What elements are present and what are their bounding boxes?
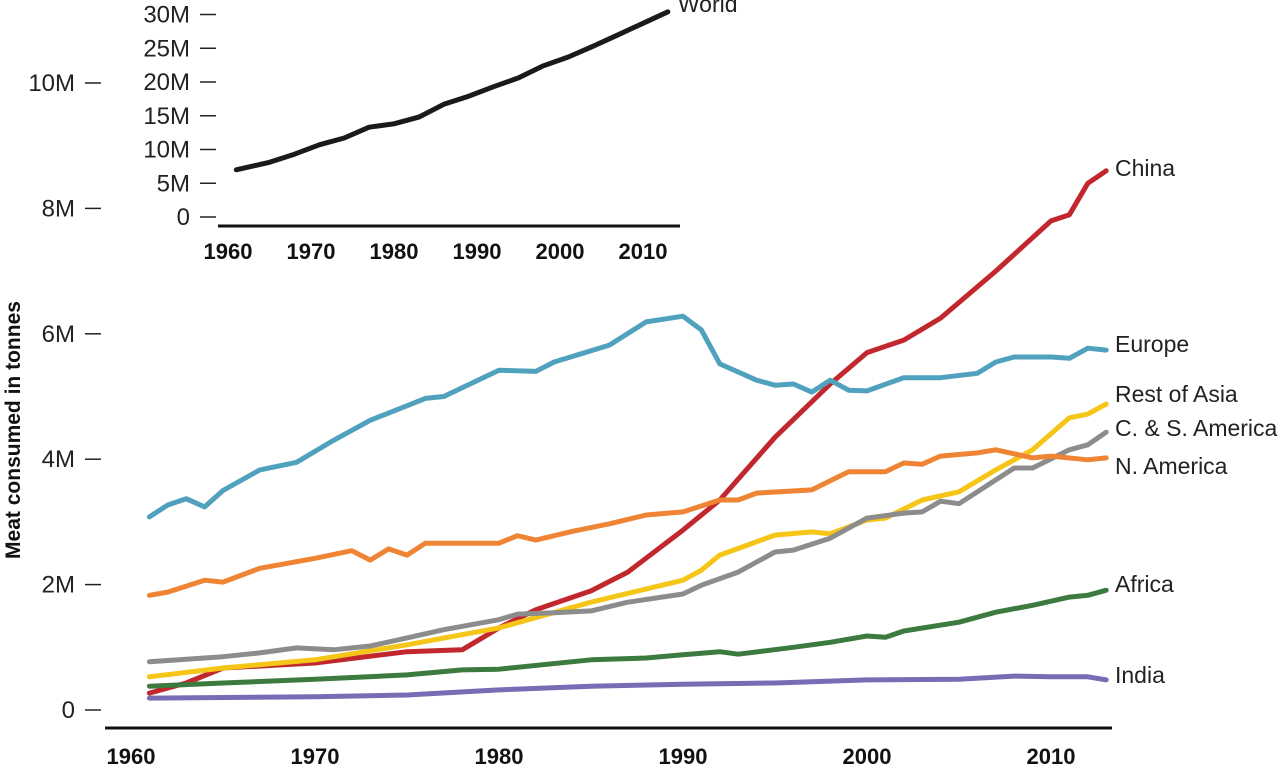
series-line-india — [146, 673, 1109, 701]
x-tick-label: 1990 — [453, 239, 502, 264]
series-label: C. & S. America — [1115, 415, 1278, 441]
x-tick-label: 1970 — [291, 744, 340, 769]
series-label: India — [1115, 662, 1165, 688]
series-line-europe — [146, 313, 1109, 520]
series-label: World — [678, 0, 738, 17]
series-line-africa — [146, 587, 1109, 689]
x-tick-label: 2000 — [536, 239, 585, 264]
y-tick-label: 4M — [42, 446, 75, 473]
series-label: Africa — [1115, 571, 1174, 597]
y-tick-label: 6M — [42, 321, 75, 348]
series-line-n-america — [146, 447, 1109, 598]
series-label: Europe — [1115, 331, 1189, 357]
y-tick-label: 5M — [157, 170, 190, 197]
y-tick-label: 10M — [143, 137, 190, 164]
main-series-labels: China Europe Rest of Asia C. & S. America N.… — [1115, 155, 1278, 688]
series-line-c-s-america — [146, 429, 1109, 665]
series-line-china — [146, 168, 1109, 696]
x-tick-label: 1960 — [204, 239, 253, 264]
x-tick-label: 2000 — [843, 744, 892, 769]
x-tick-label: 1970 — [287, 239, 336, 264]
main-axes: 1960 1970 1980 1990 2000 2010 0 2M 4M 6M 8M 10M — [28, 70, 1112, 769]
x-tick-label: 2010 — [619, 239, 668, 264]
y-tick-label: 25M — [143, 35, 190, 62]
y-tick-label: 10M — [28, 70, 75, 97]
y-tick-label: 20M — [143, 69, 190, 96]
y-tick-label: 15M — [143, 103, 190, 130]
world-inset-chart: 1960 1970 1980 1990 2000 2010 0 5M 10M 15M 20M 25M 3… — [143, 0, 737, 264]
y-tick-label: 8M — [42, 195, 75, 222]
y-tick-label: 2M — [42, 572, 75, 599]
y-axis-title: Meat consumed in tonnes — [2, 301, 25, 559]
series-line-rest-of-asia — [146, 401, 1109, 680]
x-tick-label: 1980 — [370, 239, 419, 264]
series-label: China — [1115, 155, 1175, 181]
series-label: Rest of Asia — [1115, 381, 1238, 407]
x-tick-label: 1960 — [107, 744, 156, 769]
y-tick-label: 0 — [62, 697, 75, 724]
y-tick-label: 0 — [177, 204, 190, 231]
x-tick-label: 1980 — [475, 744, 524, 769]
x-tick-label: 1990 — [659, 744, 708, 769]
x-tick-label: 2010 — [1027, 744, 1076, 769]
series-label: N. America — [1115, 453, 1228, 479]
y-tick-label: 30M — [143, 2, 190, 29]
series-line-world — [233, 9, 671, 173]
